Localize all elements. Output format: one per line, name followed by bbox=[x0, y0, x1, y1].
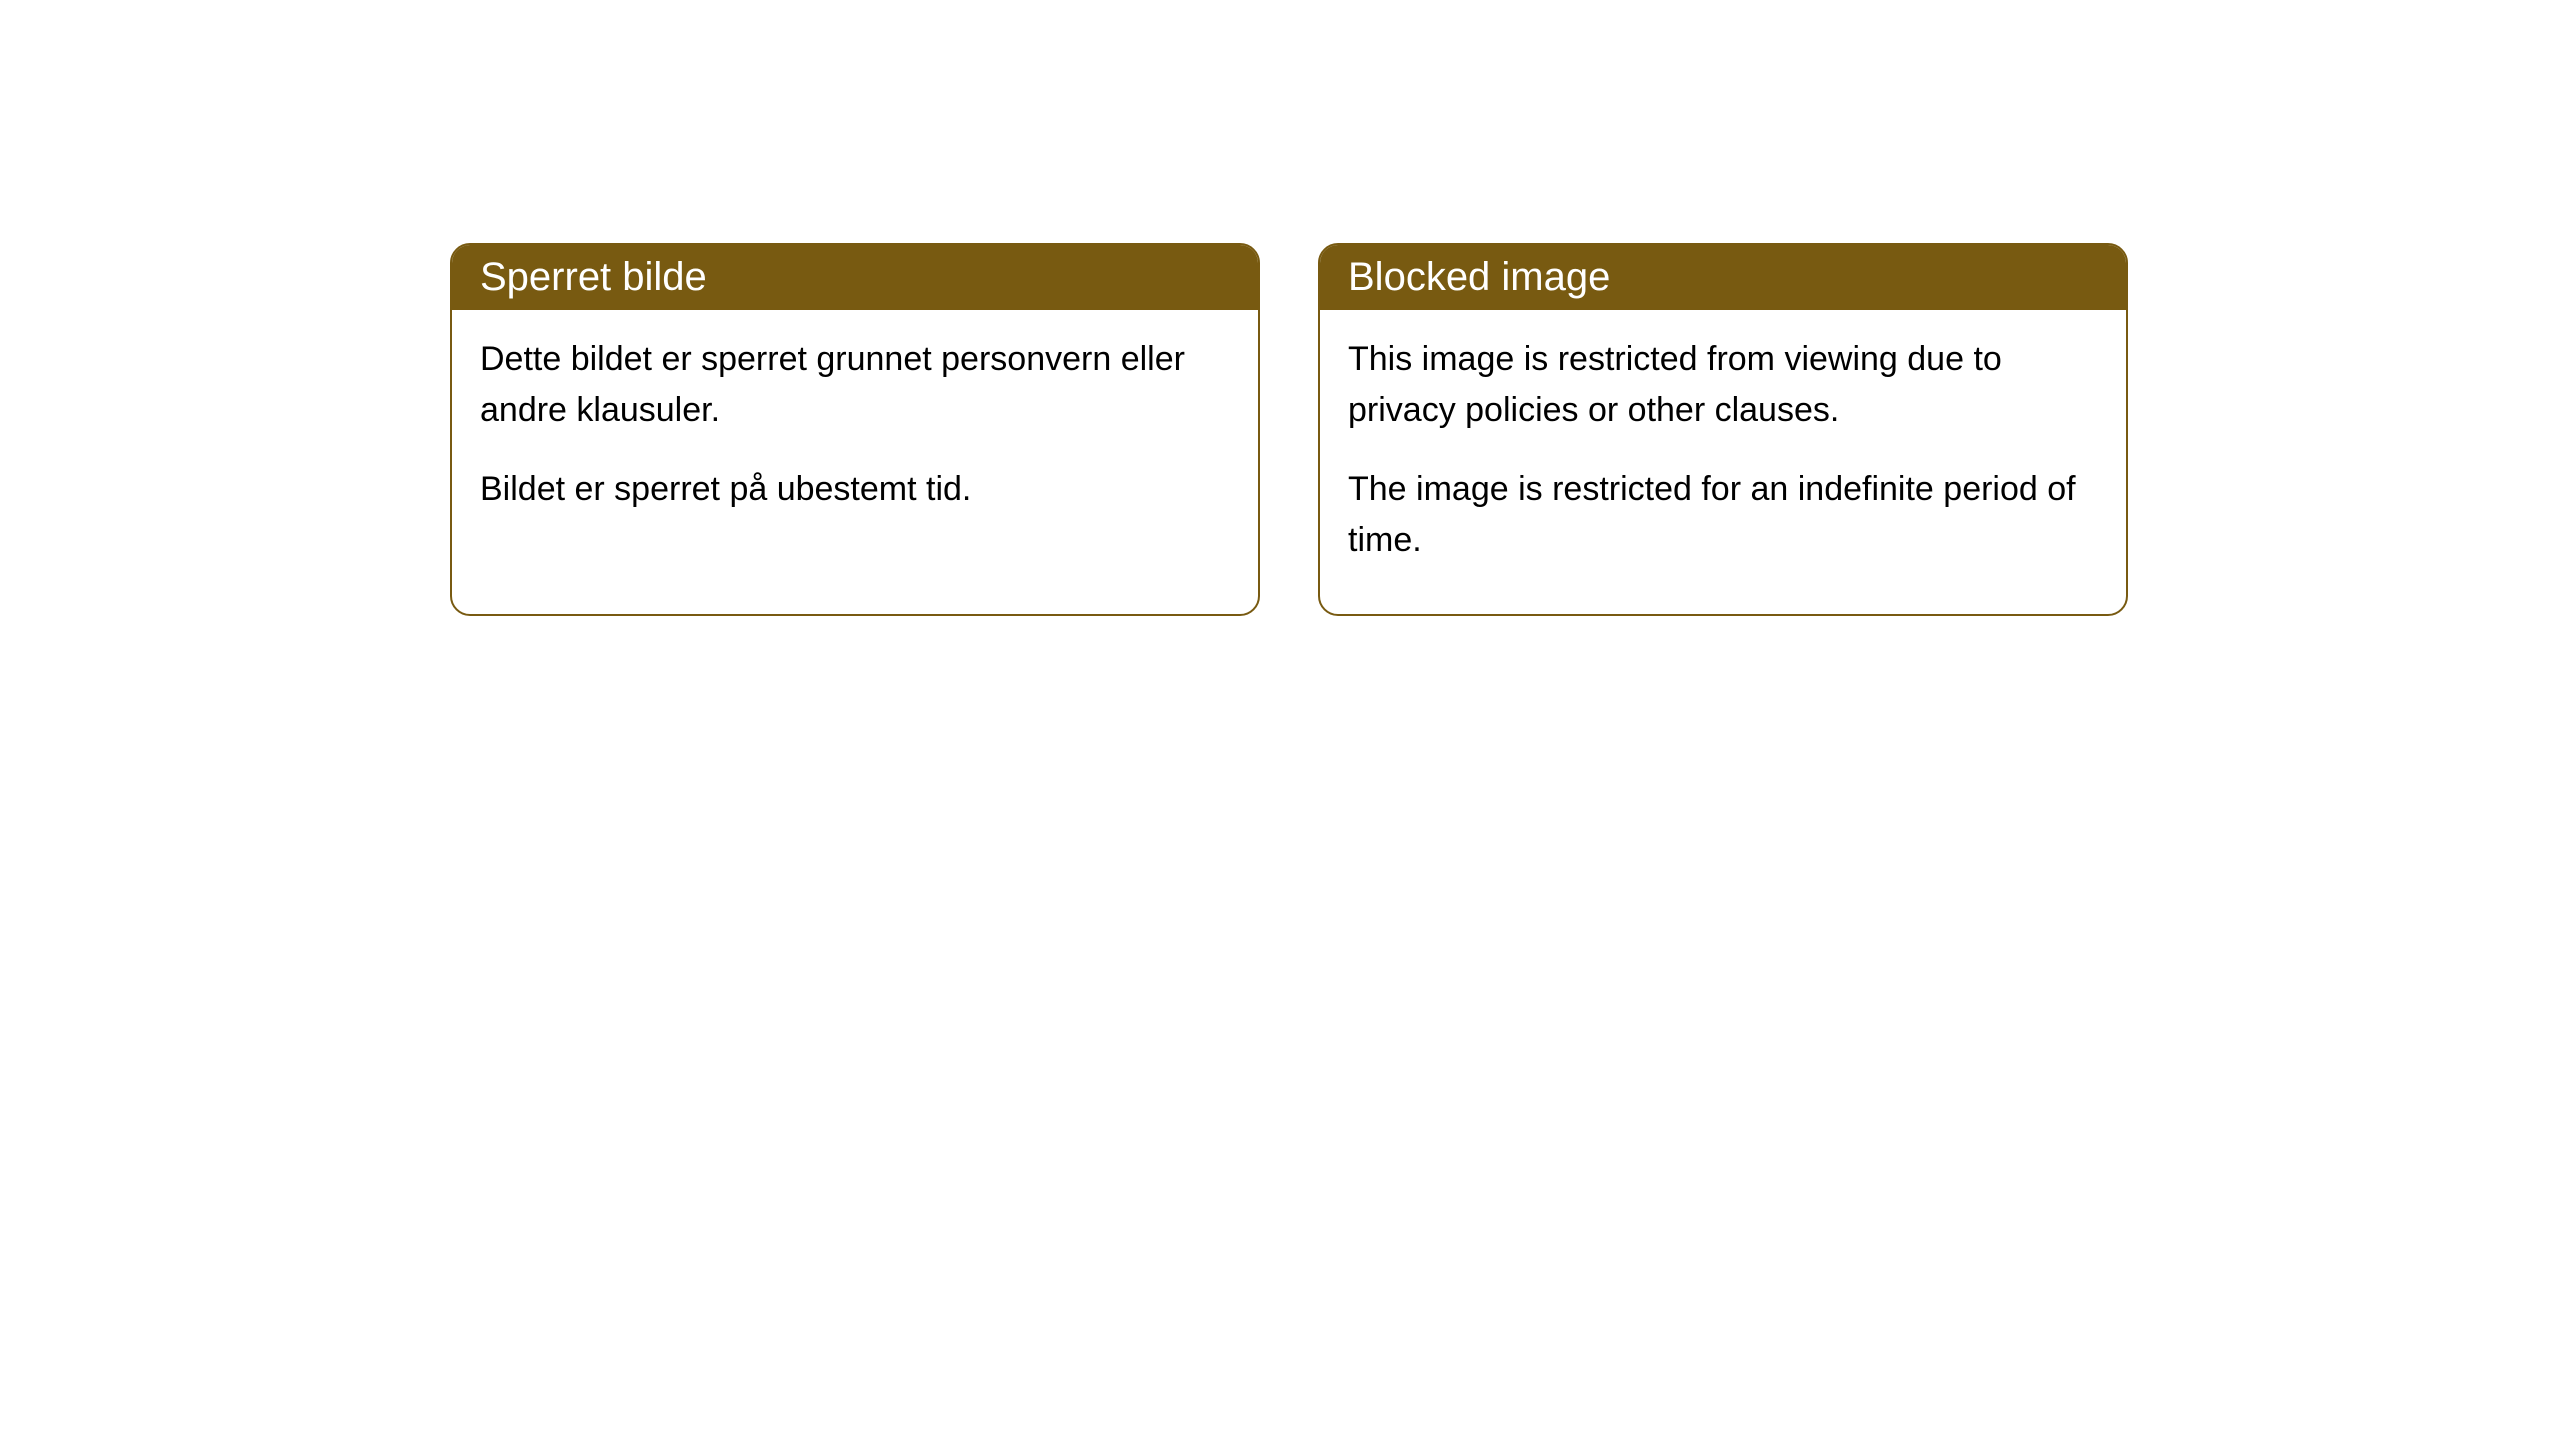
card-body: This image is restricted from viewing du… bbox=[1320, 310, 2126, 614]
message-cards-container: Sperret bilde Dette bildet er sperret gr… bbox=[450, 243, 2128, 616]
card-title: Blocked image bbox=[1348, 255, 1610, 299]
card-paragraph: The image is restricted for an indefinit… bbox=[1348, 464, 2098, 566]
blocked-image-card-norwegian: Sperret bilde Dette bildet er sperret gr… bbox=[450, 243, 1260, 616]
card-paragraph: Bildet er sperret på ubestemt tid. bbox=[480, 464, 1230, 515]
blocked-image-card-english: Blocked image This image is restricted f… bbox=[1318, 243, 2128, 616]
card-header: Blocked image bbox=[1320, 245, 2126, 310]
card-header: Sperret bilde bbox=[452, 245, 1258, 310]
card-paragraph: This image is restricted from viewing du… bbox=[1348, 334, 2098, 436]
card-paragraph: Dette bildet er sperret grunnet personve… bbox=[480, 334, 1230, 436]
card-title: Sperret bilde bbox=[480, 255, 707, 299]
card-body: Dette bildet er sperret grunnet personve… bbox=[452, 310, 1258, 563]
